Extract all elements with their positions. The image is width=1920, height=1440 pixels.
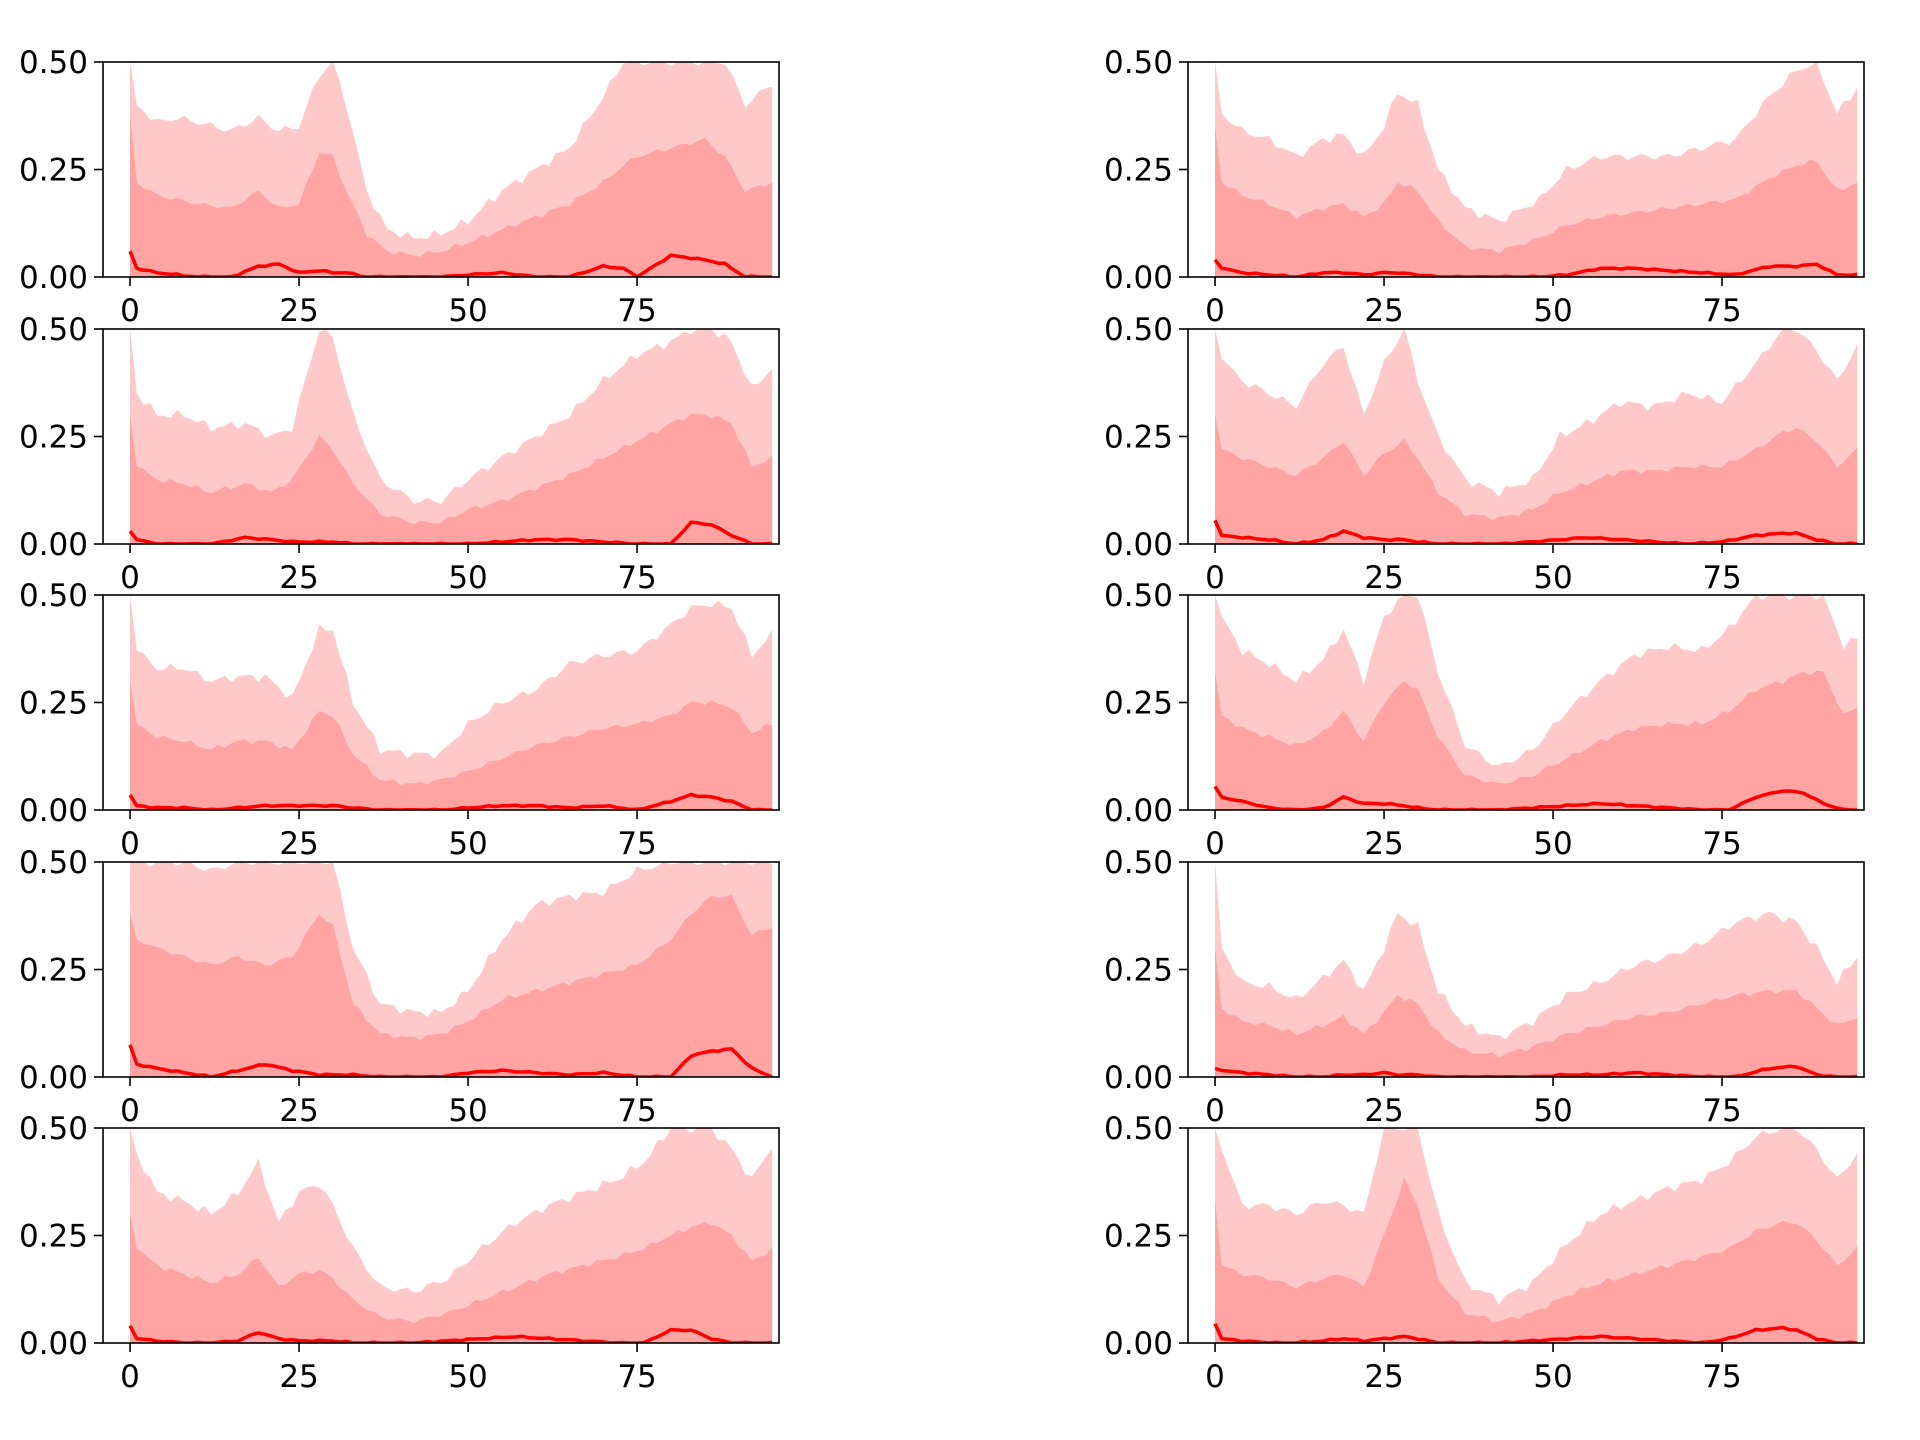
x-tick-label: 75 bbox=[617, 293, 656, 329]
x-tick-label: 0 bbox=[120, 1359, 140, 1395]
median-line bbox=[1213, 785, 1858, 810]
x-tick-label: 75 bbox=[1702, 560, 1741, 596]
y-tick-label: 0.50 bbox=[19, 578, 88, 614]
y-tick-label: 0.00 bbox=[19, 527, 88, 563]
x-tick-label: 50 bbox=[448, 1093, 487, 1129]
x-tick-label: 25 bbox=[279, 1093, 318, 1129]
y-tick-label: 0.00 bbox=[19, 793, 88, 829]
x-tick-label: 25 bbox=[279, 1359, 318, 1395]
x-tick-label: 0 bbox=[120, 1093, 140, 1129]
y-tick-label: 0.25 bbox=[19, 153, 88, 189]
panel-row1-right: 0.00 0.25 0.50 0 25 50 75 bbox=[1104, 45, 1865, 329]
x-tick-label: 75 bbox=[1702, 293, 1741, 329]
y-tick-label: 0.00 bbox=[19, 1060, 88, 1096]
y-tick-label: 0.25 bbox=[19, 686, 88, 722]
panel-row2-right: 0.00 0.25 0.50 0 25 50 75 bbox=[1104, 312, 1865, 596]
inner-band bbox=[1215, 1177, 1858, 1343]
median-line bbox=[1213, 519, 1858, 544]
y-tick-label: 0.50 bbox=[1104, 45, 1173, 81]
y-tick-label: 0.25 bbox=[1104, 953, 1173, 989]
x-tick-label: 0 bbox=[120, 560, 140, 596]
panel-row5-left: 0.00 0.25 0.50 0 25 50 75 bbox=[19, 1111, 780, 1395]
median-line bbox=[1213, 1322, 1858, 1343]
x-tick-label: 75 bbox=[1702, 826, 1741, 862]
inner-band bbox=[130, 113, 773, 277]
x-tick-label: 0 bbox=[1205, 1093, 1225, 1129]
y-tick-label: 0.00 bbox=[19, 260, 88, 296]
x-tick-label: 25 bbox=[279, 293, 318, 329]
inner-band bbox=[1215, 415, 1858, 544]
y-tick-label: 0.50 bbox=[19, 845, 88, 881]
inner-band bbox=[130, 413, 773, 544]
inner-band bbox=[130, 1214, 773, 1343]
y-tick-label: 0.00 bbox=[1104, 1060, 1173, 1096]
panel-grid: 0.000.250.500 25 50 750.000.250.500 25 50 750.… bbox=[19, 45, 1865, 1395]
inner-band bbox=[1215, 670, 1858, 810]
panel-row2-left: 0.00 0.25 0.50 0 25 50 75 bbox=[19, 312, 780, 596]
y-tick-label: 0.50 bbox=[1104, 845, 1173, 881]
x-tick-label: 50 bbox=[448, 1359, 487, 1395]
y-tick-label: 0.25 bbox=[1104, 686, 1173, 722]
inner-band bbox=[1215, 126, 1858, 277]
y-tick-label: 0.25 bbox=[19, 953, 88, 989]
x-tick-label: 25 bbox=[1364, 1359, 1403, 1395]
x-tick-label: 75 bbox=[1702, 1093, 1741, 1129]
x-tick-label: 50 bbox=[448, 293, 487, 329]
x-tick-label: 75 bbox=[1702, 1359, 1741, 1395]
median-line bbox=[128, 1324, 773, 1343]
y-tick-label: 0.00 bbox=[19, 1326, 88, 1362]
y-tick-label: 0.50 bbox=[19, 312, 88, 348]
x-tick-label: 0 bbox=[120, 293, 140, 329]
x-tick-label: 75 bbox=[617, 560, 656, 596]
inner-band bbox=[130, 681, 773, 810]
x-tick-label: 0 bbox=[120, 826, 140, 862]
y-tick-label: 0.25 bbox=[1104, 420, 1173, 456]
panel-row4-right: 0.00 0.25 0.50 0 25 50 75 bbox=[1104, 845, 1865, 1129]
panel-row4-left: 0.00 0.25 0.50 0 25 50 75 bbox=[19, 845, 780, 1129]
x-tick-label: 50 bbox=[1533, 560, 1572, 596]
x-tick-label: 0 bbox=[1205, 560, 1225, 596]
y-tick-label: 0.25 bbox=[1104, 153, 1173, 189]
y-tick-label: 0.50 bbox=[1104, 578, 1173, 614]
x-tick-label: 25 bbox=[279, 826, 318, 862]
median-line bbox=[128, 1044, 773, 1077]
x-tick-label: 75 bbox=[617, 1359, 656, 1395]
x-tick-label: 25 bbox=[279, 560, 318, 596]
y-tick-label: 0.00 bbox=[1104, 527, 1173, 563]
x-tick-label: 25 bbox=[1364, 293, 1403, 329]
y-tick-label: 0.25 bbox=[19, 420, 88, 456]
x-tick-label: 25 bbox=[1364, 826, 1403, 862]
x-tick-label: 50 bbox=[1533, 1093, 1572, 1129]
x-tick-label: 0 bbox=[1205, 293, 1225, 329]
x-tick-label: 0 bbox=[1205, 1359, 1225, 1395]
y-tick-label: 0.50 bbox=[19, 1111, 88, 1147]
x-tick-label: 50 bbox=[1533, 826, 1572, 862]
y-tick-label: 0.50 bbox=[1104, 312, 1173, 348]
y-tick-label: 0.00 bbox=[1104, 1326, 1173, 1362]
x-tick-label: 75 bbox=[617, 1093, 656, 1129]
x-tick-label: 25 bbox=[1364, 1093, 1403, 1129]
x-tick-label: 0 bbox=[1205, 826, 1225, 862]
x-tick-label: 50 bbox=[448, 560, 487, 596]
inner-band bbox=[130, 894, 773, 1077]
panel-row3-right: 0.00 0.25 0.50 0 25 50 75 bbox=[1104, 578, 1865, 862]
median-line bbox=[128, 250, 773, 277]
panel-row1-left: 0.00 0.25 0.50 0 25 50 75 bbox=[19, 45, 780, 329]
y-tick-label: 0.00 bbox=[1104, 793, 1173, 829]
inner-band bbox=[1215, 948, 1858, 1077]
x-tick-label: 50 bbox=[1533, 1359, 1572, 1395]
y-tick-label: 0.25 bbox=[19, 1219, 88, 1255]
y-tick-label: 0.25 bbox=[1104, 1219, 1173, 1255]
x-tick-label: 50 bbox=[448, 826, 487, 862]
x-tick-label: 25 bbox=[1364, 560, 1403, 596]
y-tick-label: 0.50 bbox=[1104, 1111, 1173, 1147]
panel-row3-left: 0.00 0.25 0.50 0 25 50 75 bbox=[19, 578, 780, 862]
panel-row5-right: 0.00 0.25 0.50 0 25 50 75 bbox=[1104, 1111, 1865, 1395]
y-tick-label: 0.50 bbox=[19, 45, 88, 81]
y-tick-label: 0.00 bbox=[1104, 260, 1173, 296]
x-tick-label: 75 bbox=[617, 826, 656, 862]
x-tick-label: 50 bbox=[1533, 293, 1572, 329]
